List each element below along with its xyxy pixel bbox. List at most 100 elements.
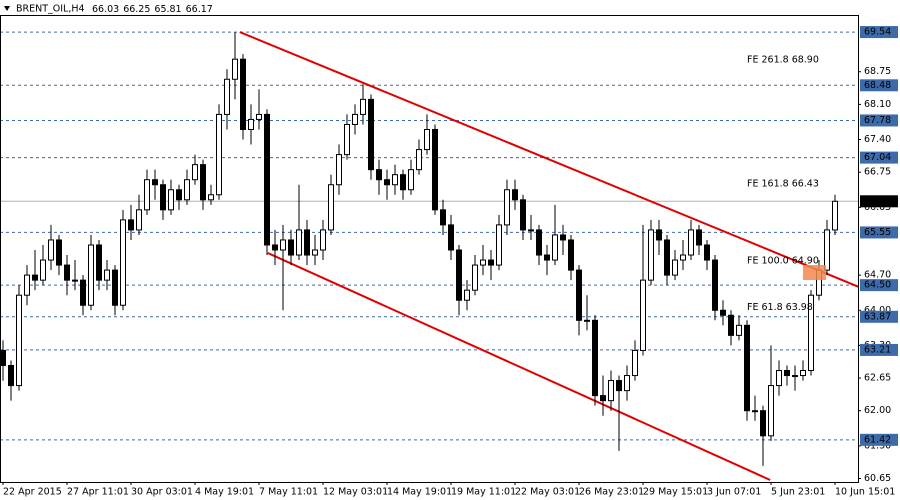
- y-tick-label: 66.05: [864, 202, 891, 213]
- candle-body: [248, 118, 254, 130]
- candle-body: [584, 319, 590, 322]
- candle-body: [144, 179, 150, 211]
- level-box: [860, 26, 898, 39]
- fib-label: FE 61.8 63.98: [747, 302, 813, 313]
- candle-body: [256, 113, 262, 120]
- candle-body: [368, 98, 374, 171]
- candle-body: [344, 123, 350, 156]
- level-label: 63.87: [864, 311, 891, 322]
- header-value: 66.17: [186, 4, 213, 15]
- trendline: [239, 31, 859, 288]
- candle-body: [656, 229, 662, 241]
- y-tick-label: 66.75: [864, 167, 891, 178]
- candle-body: [736, 324, 742, 336]
- candle-body: [688, 229, 694, 256]
- candle-body: [568, 239, 574, 271]
- candle-body: [96, 244, 102, 281]
- candle-body: [64, 264, 70, 281]
- candle-body: [432, 128, 438, 211]
- candle-body: [120, 219, 126, 306]
- candle-body: [680, 254, 686, 261]
- x-tick-label: 4 May 19:01: [195, 487, 254, 498]
- level-label: 69.54: [864, 27, 891, 38]
- candle-body: [624, 375, 630, 392]
- candle-body: [696, 229, 702, 246]
- candle-body: [320, 229, 326, 251]
- candle-body: [128, 219, 134, 231]
- candle-body: [376, 169, 382, 181]
- candle-body: [536, 229, 542, 256]
- candle-body: [480, 259, 486, 266]
- x-tick-label: 3 Jun 07:01: [707, 487, 761, 498]
- candle-body: [40, 259, 46, 281]
- candle-body: [440, 209, 446, 226]
- candle-body: [832, 200, 838, 231]
- level-label: 68.48: [864, 80, 891, 91]
- candle-body: [784, 370, 790, 377]
- header-value: 66.03: [92, 4, 119, 15]
- y-tick-label: 61.30: [864, 440, 891, 451]
- x-tick-label: 26 May 23:01: [579, 487, 644, 498]
- breakout-marker: [803, 265, 826, 280]
- candle-body: [608, 380, 614, 402]
- fib-label: FE 100.0 64.90: [747, 256, 819, 267]
- candle-body: [808, 294, 814, 372]
- header-value: 65.81: [154, 4, 181, 15]
- level-label: 64.50: [864, 280, 891, 291]
- candle-body: [488, 259, 494, 266]
- candle-body: [216, 113, 222, 196]
- candle-body: [576, 269, 582, 321]
- candle-body: [192, 164, 198, 181]
- y-tick-label: 60.65: [864, 473, 891, 484]
- candle-body: [0, 349, 6, 367]
- x-tick-label: 29 May 15:01: [643, 487, 708, 498]
- candle-body: [152, 179, 158, 186]
- candle-body: [136, 209, 142, 231]
- level-box: [860, 79, 898, 92]
- candle-body: [48, 239, 54, 261]
- fib-label: FE 161.8 66.43: [747, 179, 819, 190]
- candle-body: [280, 239, 286, 251]
- candle-body: [304, 229, 310, 256]
- level-label: 67.04: [864, 152, 891, 163]
- candle-body: [360, 98, 366, 115]
- y-tick-label: 68.10: [864, 99, 891, 110]
- y-tick-label: 62.65: [864, 373, 891, 384]
- candle-body: [208, 194, 214, 201]
- candle-body: [456, 249, 462, 301]
- candle-body: [240, 58, 246, 130]
- candle-body: [200, 164, 206, 201]
- candle-body: [352, 113, 358, 125]
- header-ohlc: 66.03 66.25 65.81 66.17: [92, 4, 213, 15]
- candle-body: [792, 375, 798, 378]
- candle-body: [88, 244, 94, 306]
- level-box: [860, 114, 898, 127]
- candle-body: [264, 113, 270, 246]
- last-price-box: [860, 195, 898, 208]
- x-tick-label: 10 Jun 15:01: [835, 487, 895, 498]
- candle-body: [544, 254, 550, 261]
- y-tick-label: 68.75: [864, 66, 891, 77]
- candle-body: [24, 274, 30, 296]
- candle-body: [528, 229, 534, 232]
- candle-body: [640, 279, 646, 351]
- level-label: 61.42: [864, 434, 891, 445]
- candle-body: [312, 249, 318, 256]
- candle-body: [704, 244, 710, 261]
- candle-body: [760, 410, 766, 437]
- candle-body: [232, 58, 238, 80]
- candle-body: [632, 349, 638, 377]
- trendline: [267, 252, 771, 481]
- candle-body: [272, 244, 278, 251]
- plot-border: [0, 15, 859, 483]
- x-tick-label: 5 Jun 23:01: [771, 487, 825, 498]
- candle-body: [752, 410, 758, 413]
- symbol: BRENT_OIL,H4: [16, 4, 85, 15]
- level-label: 65.55: [864, 227, 891, 238]
- candle-body: [288, 239, 294, 256]
- candle-body: [416, 149, 422, 171]
- menu-triangle: [4, 6, 10, 11]
- candle-body: [800, 370, 806, 377]
- plot-area: [0, 31, 859, 481]
